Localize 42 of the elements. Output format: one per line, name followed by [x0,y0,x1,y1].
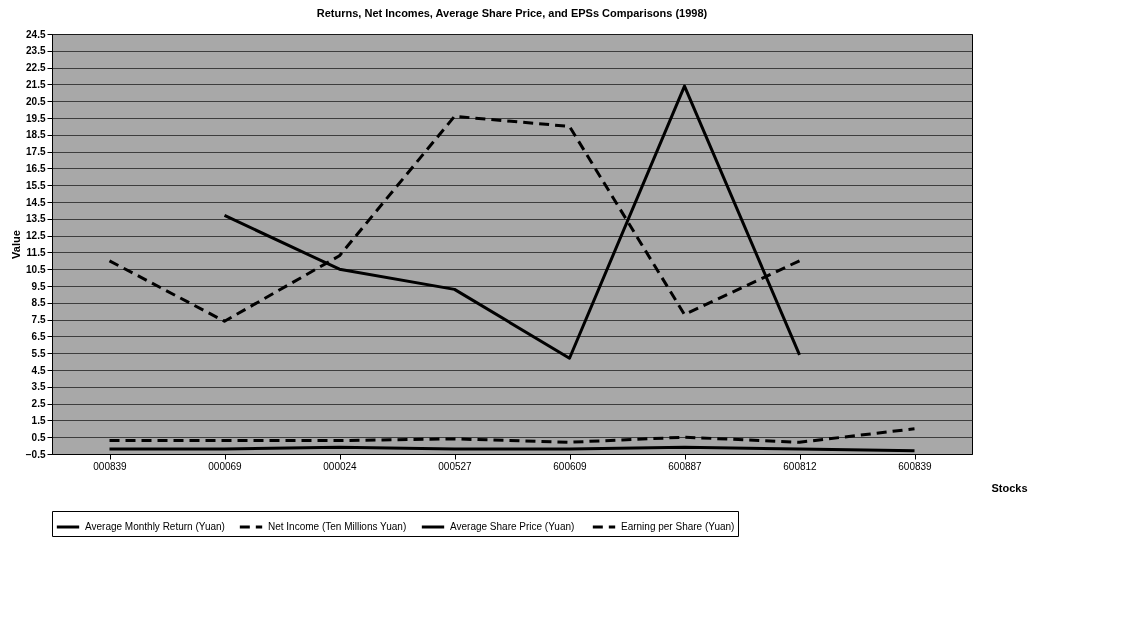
x-tick-label: 600887 [668,460,703,472]
x-tick-label: 600812 [783,460,818,472]
y-tick-label: 12.5 [26,230,46,242]
x-tick-label: 000527 [438,460,473,472]
y-axis-title: Value [9,230,22,259]
y-tick-label: 22.5 [26,62,46,74]
legend-label: Earning per Share (Yuan) [621,521,735,532]
y-tick-label: 2.5 [31,398,46,410]
legend-label: Average Share Price (Yuan) [450,521,575,532]
y-tick-label: 9.5 [31,280,46,292]
y-tick-label: 5.5 [31,347,46,359]
legend-label: Average Monthly Return (Yuan) [85,521,225,532]
x-axis-title: Stocks [991,481,1028,494]
y-tick-label: 6.5 [31,330,46,342]
x-tick-label: 000839 [93,460,128,472]
y-tick-label: 16.5 [26,162,46,174]
y-tick-label: 7.5 [31,314,46,326]
y-tick-label: 10.5 [26,263,46,275]
y-tick-label: 18.5 [26,129,46,141]
y-tick-label: 3.5 [31,381,46,393]
line-series [108,427,916,444]
y-tick-label: 17.5 [26,146,46,158]
y-tick-label: 13.5 [26,213,46,225]
y-tick-label: 20.5 [26,95,46,107]
y-tick-label: 19.5 [26,112,46,124]
x-tick-label: 000024 [323,460,358,472]
y-tick-label: 8.5 [31,297,46,309]
y-tick-label: 24.5 [26,28,46,40]
x-tick-label: 600609 [553,460,588,472]
y-tick-label: 0.5 [31,431,46,443]
y-tick-label: 1.5 [31,414,46,426]
y-tick-label: 21.5 [26,78,46,90]
y-tick-label: 23.5 [26,45,46,57]
y-tick-label: 15.5 [26,179,46,191]
y-tick-label: 14.5 [26,196,46,208]
y-tick-label: 4.5 [31,364,46,376]
x-tick-label: 000069 [208,460,243,472]
x-tick-label: 600839 [898,460,933,472]
y-tick-label: 11.5 [26,246,46,258]
chart-title: Returns, Net Incomes, Average Share Price, and EPSs Comparisons (1998) [316,7,708,19]
legend-label: Net Income (Ten Millions Yuan) [268,521,407,532]
y-tick-label: −0.5 [25,448,46,460]
